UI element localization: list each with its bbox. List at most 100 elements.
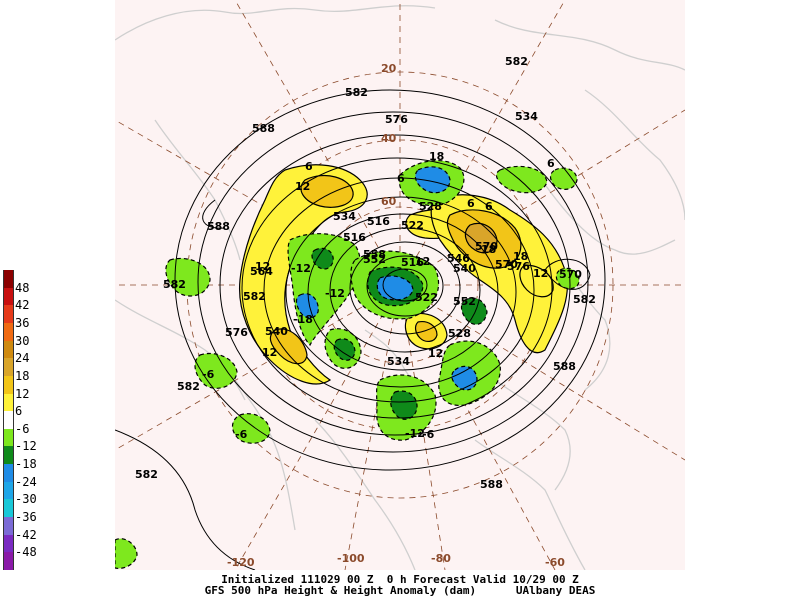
colorbar-tick-label: -18 xyxy=(15,457,37,472)
lat-label-40: 40 xyxy=(381,132,397,145)
anomaly-label: 12 xyxy=(295,180,310,193)
height-label: 582 xyxy=(135,468,158,481)
lat-label-20: 20 xyxy=(381,62,397,75)
anomaly-colorbar: 48 42 36 30 24 18 12 6 -6 -12 -18 -24 -30 -36 -42 -48 xyxy=(3,270,63,571)
height-label: 564 xyxy=(250,265,273,278)
colorbar-tick-label: 18 xyxy=(15,368,30,383)
anomaly-label: 6 xyxy=(547,157,555,170)
anomaly-label: 12 xyxy=(533,267,548,280)
height-label: 588 xyxy=(480,478,503,491)
colorbar-tick-label: -24 xyxy=(15,474,37,489)
colorbar-swatch xyxy=(3,340,14,359)
lon-label-120: -120 xyxy=(227,556,255,569)
height-label: 528 xyxy=(419,200,442,213)
colorbar-swatch xyxy=(3,534,14,553)
anomaly-label: -6 xyxy=(202,368,215,381)
colorbar-swatch xyxy=(3,464,14,483)
colorbar-tick-label: 36 xyxy=(15,315,30,330)
anomaly-label: 12 xyxy=(415,255,430,268)
colorbar-swatch xyxy=(3,287,14,306)
colorbar-swatch xyxy=(3,375,14,394)
height-label: 522 xyxy=(415,291,438,304)
anomaly-labels: 6 12 12 18 6 6 6 12 18 12 12 18 6 12 -6 … xyxy=(202,150,555,441)
anomaly-label: 6 xyxy=(397,172,405,185)
height-label: 570 xyxy=(559,268,582,281)
height-label: 582 xyxy=(177,380,200,393)
anomaly-label: 12 xyxy=(428,347,443,360)
colorbar-swatch xyxy=(3,411,14,430)
anomaly-label: -12 xyxy=(405,427,425,440)
height-label: 582 xyxy=(163,278,186,291)
height-label: 558 xyxy=(363,248,386,261)
anomaly-label: 6 xyxy=(305,160,313,173)
height-label: 570 xyxy=(495,258,518,271)
colorbar-tick-label: -48 xyxy=(15,545,37,560)
height-label: 588 xyxy=(252,122,275,135)
colorbar-tick-label: -12 xyxy=(15,439,37,454)
height-label: 534 xyxy=(333,210,356,223)
anomaly-label: 18 xyxy=(429,150,444,163)
height-contours xyxy=(115,89,606,570)
colorbar-swatch xyxy=(3,552,14,571)
colorbar-tick-label: -30 xyxy=(15,492,37,507)
height-label: 522 xyxy=(401,219,424,232)
colorbar-swatch xyxy=(3,305,14,324)
colorbar-swatch xyxy=(3,446,14,465)
anomaly-label: 12 xyxy=(255,260,270,273)
height-label: 516 xyxy=(367,215,390,228)
colorbar-swatch xyxy=(3,499,14,518)
height-label: 552 xyxy=(453,295,476,308)
anomaly-label: -6 xyxy=(235,428,248,441)
anomaly-label: 12 xyxy=(262,346,277,359)
map-panel: 20 40 60 -120 -100 -80 -60 582 582 588 5… xyxy=(115,0,685,570)
height-labels: 582 582 588 582 576 588 582 582 588 588 … xyxy=(135,55,596,491)
map-caption: Initialized 111029 00 Z 0 h Forecast Val… xyxy=(0,574,800,596)
lon-label-60: -60 xyxy=(545,556,565,569)
anomaly-label: 18 xyxy=(481,243,496,256)
colorbar-swatch xyxy=(3,270,14,288)
height-label: 516 xyxy=(343,231,366,244)
height-label: 528 xyxy=(448,327,471,340)
height-label: 546 xyxy=(447,252,470,265)
height-label: 588 xyxy=(207,220,230,233)
colorbar-swatch xyxy=(3,428,14,447)
lon-label-80: -80 xyxy=(431,552,451,565)
anomaly-label: -12 xyxy=(325,287,345,300)
colorbar-swatch xyxy=(3,517,14,536)
colorbar-swatch xyxy=(3,322,14,341)
anomaly-label: 18 xyxy=(513,250,528,263)
anomaly-label: 6 xyxy=(467,197,475,210)
colorbar-tick-label: 42 xyxy=(15,298,30,313)
lat-label-60: 60 xyxy=(381,195,397,208)
colorbar-swatch xyxy=(3,393,14,412)
height-label: 588 xyxy=(553,360,576,373)
forecast-init-line: Initialized 111029 00 Z 0 h Forecast Val… xyxy=(221,573,579,586)
height-label: 582 xyxy=(573,293,596,306)
height-label: 552 xyxy=(363,253,386,266)
height-label: 540 xyxy=(453,262,476,275)
height-label: 540 xyxy=(265,325,288,338)
height-label: 576 xyxy=(225,326,248,339)
colorbar-tick-label: -6 xyxy=(15,421,30,436)
anomaly-label: -6 xyxy=(422,428,435,441)
height-label: 576 xyxy=(507,260,530,273)
colorbar-tick-label: 24 xyxy=(15,351,30,366)
anomaly-label: -12 xyxy=(291,262,311,275)
height-label: 576 xyxy=(385,113,408,126)
height-label: 534 xyxy=(387,355,410,368)
lon-label-100: -100 xyxy=(337,552,365,565)
product-title-line: GFS 500 hPa Height & Height Anomaly (dam… xyxy=(204,584,596,597)
colorbar-tick-label: 48 xyxy=(15,280,30,295)
colorbar-tick-label: -36 xyxy=(15,510,37,525)
colorbar-tick-label: 12 xyxy=(15,386,30,401)
colorbar-tick-label: -42 xyxy=(15,527,37,542)
colorbar-tick-label: 30 xyxy=(15,333,30,348)
colorbar-tick-label: 6 xyxy=(15,404,23,419)
polar-map: 20 40 60 -120 -100 -80 -60 582 582 588 5… xyxy=(115,0,685,570)
height-label: 582 xyxy=(345,86,368,99)
height-label: 582 xyxy=(505,55,528,68)
colorbar-swatch xyxy=(3,481,14,500)
anomaly-label: -18 xyxy=(293,313,313,326)
height-label: 516 xyxy=(401,256,424,269)
height-label: 534 xyxy=(515,110,538,123)
